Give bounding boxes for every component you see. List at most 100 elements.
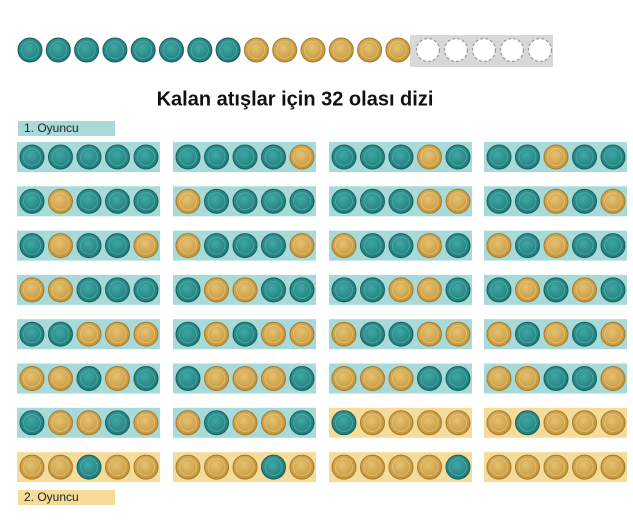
coin-rim (449, 458, 467, 477)
coin-rim (575, 369, 594, 388)
coin-rim (547, 236, 565, 255)
coin-rim (137, 413, 155, 432)
coin-rim (547, 192, 565, 211)
coin-rim (304, 41, 322, 59)
coin-rim (179, 280, 197, 299)
coin-rim (108, 192, 127, 211)
coin-rim (490, 325, 508, 344)
coin-rim (80, 369, 98, 388)
coin-rim (236, 369, 254, 388)
coin-rim (207, 192, 226, 211)
coin-rim (108, 325, 127, 344)
coin-rim (518, 192, 537, 211)
empty-slot (415, 37, 441, 63)
coin-rim (162, 41, 181, 59)
coin-rim (420, 280, 439, 299)
coin-rim (575, 413, 594, 432)
coin-rim (392, 280, 410, 299)
coin-rim (449, 192, 467, 211)
coin-rim (137, 148, 155, 166)
empty-slot (471, 37, 497, 63)
coin-rim (207, 413, 226, 432)
coin-rim (604, 458, 622, 477)
coin-rim (518, 413, 537, 432)
coin-rim (108, 280, 127, 299)
coin-rim (518, 280, 537, 299)
legend-swatch-player2 (18, 490, 115, 505)
coin-rim (293, 325, 311, 344)
coin-rim (23, 280, 41, 299)
coin-rim (106, 41, 124, 59)
empty-slot (527, 37, 553, 63)
empty-slot (499, 37, 525, 63)
coin-rim (335, 458, 353, 477)
coin-layer (17, 35, 627, 483)
coin-rim (575, 458, 594, 477)
coin-rim (420, 236, 439, 255)
coin-rim (547, 280, 565, 299)
coin-rim (207, 280, 226, 299)
coin-rim (23, 148, 41, 166)
coin-rim (108, 148, 127, 166)
coin-rim (264, 325, 283, 344)
coin-rim (293, 413, 311, 432)
coin-rim (490, 236, 508, 255)
coin-rim (207, 325, 226, 344)
coin-rim (335, 369, 353, 388)
coin-rim (449, 369, 467, 388)
coin-rim (388, 41, 407, 59)
coin-rim (137, 325, 155, 344)
coin-rim (335, 148, 353, 166)
coin-rim (247, 41, 266, 59)
coin-rim (236, 192, 254, 211)
coin-rim (108, 369, 127, 388)
coin-rim (80, 458, 98, 477)
coin-rim (547, 458, 565, 477)
coin-rim (363, 413, 382, 432)
coin-rim (392, 369, 410, 388)
coin-rim (363, 148, 382, 166)
legend-swatch-player1 (18, 121, 115, 136)
coin-rim (575, 148, 594, 166)
coin-rim (490, 413, 508, 432)
coin-rim (179, 458, 197, 477)
coin-rim (51, 458, 70, 477)
coin-rim (179, 325, 197, 344)
coin-rim (420, 413, 439, 432)
coin-rim (190, 41, 209, 59)
coin-rim (392, 325, 410, 344)
coin-rim (604, 148, 622, 166)
coin-rim (207, 148, 226, 166)
coin-rim (449, 280, 467, 299)
coin-rim (604, 236, 622, 255)
coin-rim (363, 236, 382, 255)
coin-rim (293, 192, 311, 211)
coin-rim (207, 458, 226, 477)
coin-rim (518, 369, 537, 388)
coin-rim (363, 192, 382, 211)
coin-rim (392, 192, 410, 211)
coin-rim (23, 369, 41, 388)
coin-rim (108, 413, 127, 432)
coin-rim (420, 458, 439, 477)
legend-player2: 2. Oyuncu (24, 490, 79, 504)
coin-rim (449, 325, 467, 344)
coin-rim (490, 192, 508, 211)
coin-rim (293, 236, 311, 255)
coin-rim (575, 325, 594, 344)
coin-rim (604, 280, 622, 299)
coin-rim (547, 369, 565, 388)
coin-rim (335, 413, 353, 432)
coin-rim (80, 236, 98, 255)
coin-rim (392, 458, 410, 477)
coin-rim (547, 413, 565, 432)
coin-rim (490, 280, 508, 299)
coin-rim (449, 236, 467, 255)
coin-rim (490, 369, 508, 388)
coin-rim (236, 413, 254, 432)
coin-rim (547, 325, 565, 344)
coin-rim (179, 192, 197, 211)
coin-rim (363, 325, 382, 344)
title: Kalan atışlar için 32 olası dizi (157, 88, 434, 110)
coin-rim (219, 41, 238, 59)
